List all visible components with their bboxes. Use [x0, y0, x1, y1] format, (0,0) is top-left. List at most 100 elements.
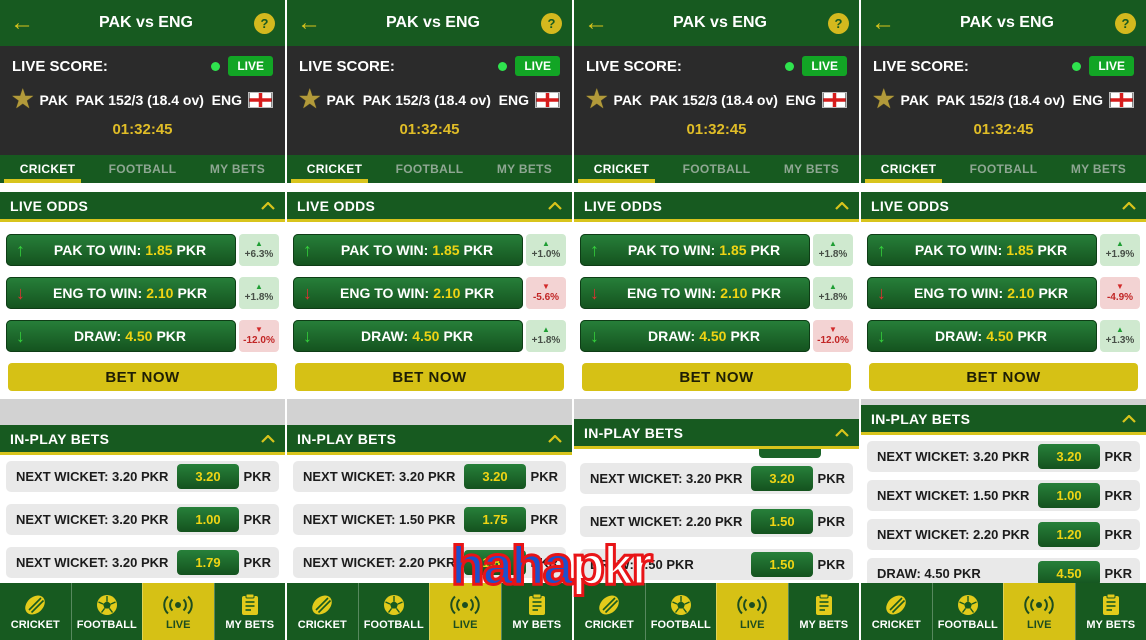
chevron-up-icon[interactable]	[261, 201, 275, 210]
tab-mybets[interactable]: MY BETS	[496, 162, 553, 176]
live-score-label: LIVE SCORE:	[586, 57, 682, 75]
nav-football[interactable]: FOOTBALL	[644, 583, 717, 640]
inplay-row[interactable]: NEXT WICKET: 3.20 PKR 3.20 PKR	[867, 441, 1140, 472]
live-odds-header[interactable]: LIVE ODDS	[861, 192, 1146, 222]
odds-option-button[interactable]: ↓ ENG TO WIN: 2.10 PKR	[293, 277, 523, 309]
back-arrow-icon[interactable]: ←	[10, 9, 34, 36]
inplay-row[interactable]: DRAW: 4.50 PKR 1.50 PKR	[580, 549, 853, 580]
nav-live[interactable]: LIVE	[142, 583, 214, 640]
bet-now-button[interactable]: BET NOW	[8, 363, 277, 391]
tab-mybets[interactable]: MY BETS	[783, 162, 840, 176]
odds-option-button[interactable]: ↓ ENG TO WIN: 2.10 PKR	[580, 277, 810, 309]
chevron-up-icon[interactable]	[1122, 414, 1136, 423]
inplay-odds-button[interactable]: 1.50	[751, 552, 813, 577]
chevron-up-icon[interactable]	[1122, 201, 1136, 210]
back-arrow-icon[interactable]: ←	[297, 9, 321, 36]
inplay-row[interactable]: NEXT WICKET: 1.50 PKR 1.75 PKR	[293, 504, 566, 535]
odds-option-button[interactable]: ↓ DRAW: 4.50 PKR	[293, 320, 523, 352]
inplay-row[interactable]: NEXT WICKET: 3.20 PKR 1.00 PKR	[6, 504, 279, 535]
bet-now-button[interactable]: BET NOW	[582, 363, 851, 391]
bet-now-button[interactable]: BET NOW	[295, 363, 564, 391]
odds-option-button[interactable]: ↓ ENG TO WIN: 2.10 PKR	[867, 277, 1097, 309]
inplay-row[interactable]: NEXT WICKET: 2.20 PKR 1.85 PKR	[293, 547, 566, 578]
inplay-odds-button[interactable]: 1.50	[751, 509, 813, 534]
chevron-up-icon[interactable]	[835, 201, 849, 210]
back-arrow-icon[interactable]: ←	[584, 9, 608, 36]
live-odds-header[interactable]: LIVE ODDS	[0, 192, 285, 222]
odds-option-button[interactable]: ↓ DRAW: 4.50 PKR	[580, 320, 810, 352]
trend-down-icon: ↓	[16, 283, 25, 303]
live-odds-header[interactable]: LIVE ODDS	[287, 192, 572, 222]
inplay-odds-button[interactable]: 3.20	[1038, 444, 1100, 469]
tab-mybets[interactable]: MY BETS	[209, 162, 266, 176]
nav-live[interactable]: LIVE	[429, 583, 501, 640]
inplay-odds-button[interactable]: 3.20	[751, 466, 813, 491]
tab-cricket[interactable]: CRICKET	[861, 155, 956, 183]
inplay-odds-button[interactable]: 1.00	[1038, 483, 1100, 508]
live-odds-header[interactable]: LIVE ODDS	[574, 192, 859, 222]
back-arrow-icon[interactable]: ←	[871, 9, 895, 36]
odds-option-button[interactable]: ↓ DRAW: 4.50 PKR	[6, 320, 236, 352]
tab-football[interactable]: FOOTBALL	[682, 162, 751, 176]
trend-up-icon: ↑	[16, 240, 25, 260]
odds-row-pak: ↑ PAK TO WIN: 1.85 PKR ▲ +1.9%	[867, 234, 1140, 266]
nav-label: CRICKET	[871, 618, 921, 631]
inplay-unit: PKR	[1104, 527, 1132, 542]
tab-cricket[interactable]: CRICKET	[574, 155, 669, 183]
nav-football[interactable]: FOOTBALL	[931, 583, 1004, 640]
help-icon[interactable]: ?	[1115, 12, 1136, 34]
nav-mybets[interactable]: MY BETS	[1074, 583, 1146, 640]
tab-mybets[interactable]: MY BETS	[1070, 162, 1127, 176]
odds-option-button[interactable]: ↑ PAK TO WIN: 1.85 PKR	[867, 234, 1097, 266]
chevron-up-icon[interactable]	[548, 434, 562, 443]
inplay-row[interactable]: NEXT WICKET: 2.20 PKR 1.20 PKR	[867, 519, 1140, 550]
chevron-up-icon[interactable]	[835, 428, 849, 437]
help-icon[interactable]: ?	[828, 12, 849, 34]
inplay-row[interactable]: NEXT WICKET: 3.20 PKR 3.20 PKR	[6, 461, 279, 492]
tab-football[interactable]: FOOTBALL	[969, 162, 1038, 176]
inplay-odds-button[interactable]: 3.20	[177, 464, 239, 489]
inplay-header[interactable]: IN-PLAY BETS	[287, 425, 572, 455]
inplay-header[interactable]: IN-PLAY BETS	[574, 419, 859, 449]
nav-cricket[interactable]: CRICKET	[574, 583, 645, 640]
inplay-row[interactable]: NEXT WICKET: 2.20 PKR 1.50 PKR	[580, 506, 853, 537]
nav-mybets[interactable]: MY BETS	[787, 583, 860, 640]
nav-football[interactable]: FOOTBALL	[70, 583, 143, 640]
odds-option-button[interactable]: ↓ DRAW: 4.50 PKR	[867, 320, 1097, 352]
inplay-row[interactable]: NEXT WICKET: 3.20 PKR 1.79 PKR	[6, 547, 279, 578]
nav-cricket[interactable]: CRICKET	[287, 583, 358, 640]
odds-option-button[interactable]: ↑ PAK TO WIN: 1.85 PKR	[293, 234, 523, 266]
inplay-odds-button[interactable]: 4.50	[1038, 561, 1100, 586]
inplay-odds-button[interactable]: 1.79	[177, 550, 239, 575]
nav-mybets[interactable]: MY BETS	[500, 583, 573, 640]
nav-mybets[interactable]: MY BETS	[213, 583, 286, 640]
inplay-odds-button[interactable]: 1.20	[1038, 522, 1100, 547]
inplay-row[interactable]: NEXT WICKET: 3.20 PKR 3.20 PKR	[293, 461, 566, 492]
odds-unit: PKR	[750, 242, 781, 258]
odds-option-button[interactable]: ↓ ENG TO WIN: 2.10 PKR	[6, 277, 236, 309]
nav-cricket[interactable]: CRICKET	[861, 583, 932, 640]
nav-live[interactable]: LIVE	[716, 583, 788, 640]
inplay-odds-button[interactable]: 1.85	[464, 550, 526, 575]
inplay-header[interactable]: IN-PLAY BETS	[861, 405, 1146, 435]
nav-live[interactable]: LIVE	[1003, 583, 1075, 640]
inplay-odds-button[interactable]: 1.00	[177, 507, 239, 532]
nav-cricket[interactable]: CRICKET	[0, 583, 71, 640]
odds-option-button[interactable]: ↑ PAK TO WIN: 1.85 PKR	[6, 234, 236, 266]
inplay-row[interactable]: NEXT WICKET: 3.20 PKR 3.20 PKR	[580, 463, 853, 494]
help-icon[interactable]: ?	[254, 12, 275, 34]
inplay-odds-button[interactable]: 3.20	[464, 464, 526, 489]
nav-football[interactable]: FOOTBALL	[357, 583, 430, 640]
tab-football[interactable]: FOOTBALL	[395, 162, 464, 176]
chevron-up-icon[interactable]	[548, 201, 562, 210]
inplay-odds-button[interactable]: 1.75	[464, 507, 526, 532]
chevron-up-icon[interactable]	[261, 434, 275, 443]
tab-cricket[interactable]: CRICKET	[0, 155, 95, 183]
odds-option-button[interactable]: ↑ PAK TO WIN: 1.85 PKR	[580, 234, 810, 266]
bet-now-button[interactable]: BET NOW	[869, 363, 1138, 391]
help-icon[interactable]: ?	[541, 12, 562, 34]
tab-cricket[interactable]: CRICKET	[287, 155, 382, 183]
tab-football[interactable]: FOOTBALL	[108, 162, 177, 176]
inplay-row[interactable]: NEXT WICKET: 1.50 PKR 1.00 PKR	[867, 480, 1140, 511]
inplay-header[interactable]: IN-PLAY BETS	[0, 425, 285, 455]
